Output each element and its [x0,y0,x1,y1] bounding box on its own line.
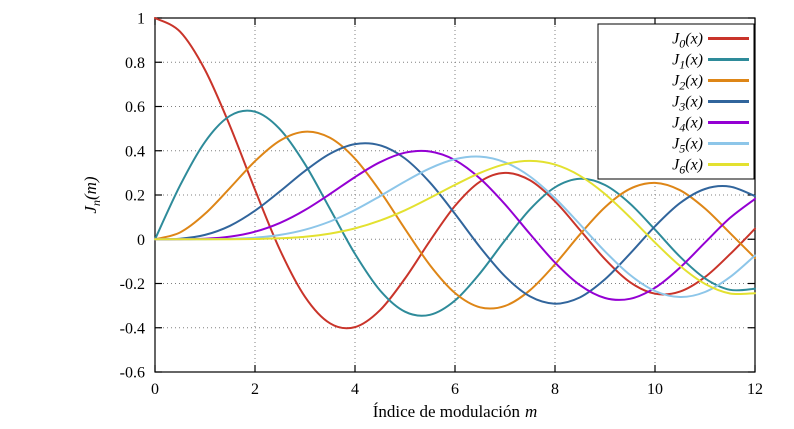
legend-label-base: J [672,136,680,153]
x-tick-label: 2 [251,381,259,398]
legend-entry-j6: J6(x) [672,157,749,177]
series-line-j2 [154,130,756,310]
x-axis-label-text: Índice de modulación [373,402,521,421]
x-tick-label: 12 [747,381,763,398]
series-line-j0 [154,17,756,330]
legend-label-sub: 5 [679,142,685,156]
legend-label-sub: 0 [679,37,685,51]
x-tick-label: 4 [351,381,359,398]
y-axis-label-base: J [81,205,100,214]
x-tick-label: 6 [451,381,459,398]
legend-label-args: (x) [685,52,703,69]
x-tick-label: 8 [551,381,559,398]
legend: J0(x)J1(x)J2(x)J3(x)J4(x)J5(x)J6(x) [597,23,755,180]
legend-label-base: J [672,52,680,69]
y-tick-label: -0.4 [120,320,145,337]
series-line-j3 [154,142,756,305]
y-tick-label: 1 [137,11,145,28]
legend-entry-j5: J5(x) [672,136,749,156]
y-axis-label-sub: n [89,200,103,206]
tick-layer [154,17,756,373]
legend-label-base: J [672,157,680,174]
legend-label-args: (x) [685,73,703,90]
y-tick-label: 0.6 [125,99,145,116]
legend-label-base: J [672,31,680,48]
legend-label-base: J [672,73,680,90]
legend-label: J6(x) [672,157,703,177]
y-axis-label: Jn(m) [81,176,103,213]
legend-label-args: (x) [685,136,703,153]
x-tick-label: 10 [647,381,663,398]
y-tick-label: -0.6 [120,365,145,382]
y-axis-label-args: (m) [81,176,100,200]
legend-label-base: J [672,94,680,111]
legend-label-sub: 4 [679,121,685,135]
legend-label-args: (x) [685,31,703,48]
x-axis-label: Índice de modulación m [373,402,538,421]
series-line-j5 [154,155,756,299]
series-line-j6 [154,159,756,296]
legend-label: J4(x) [672,115,703,135]
legend-label-args: (x) [685,115,703,132]
series-layer [154,17,756,330]
legend-label: J1(x) [672,52,703,72]
legend-label-sub: 3 [678,100,685,114]
y-tick-label: 0.8 [125,55,145,72]
y-tick-label: 0.4 [125,143,145,160]
legend-entry-j1: J1(x) [672,52,749,72]
legend-label-args: (x) [685,157,703,174]
legend-entry-j2: J2(x) [672,73,749,93]
legend-entry-j0: J0(x) [672,31,749,51]
legend-label: J5(x) [672,136,703,156]
legend-label: J3(x) [672,94,703,114]
legend-label-base: J [672,115,680,132]
legend-label-sub: 6 [679,163,685,177]
legend-label-sub: 2 [679,79,685,93]
series-line-j1 [154,109,756,317]
legend-label-args: (x) [685,94,703,111]
legend-label: J2(x) [672,73,703,93]
y-tick-label: 0.2 [125,188,145,205]
legend-entry-j3: J3(x) [672,94,749,114]
y-tick-label: 0 [137,232,145,249]
legend-label-sub: 1 [679,58,685,72]
legend-entry-j4: J4(x) [672,115,749,135]
x-tick-label: 0 [151,381,159,398]
x-axis-label-var: m [525,402,537,421]
legend-label: J0(x) [672,31,703,51]
y-tick-label: -0.2 [120,276,145,293]
